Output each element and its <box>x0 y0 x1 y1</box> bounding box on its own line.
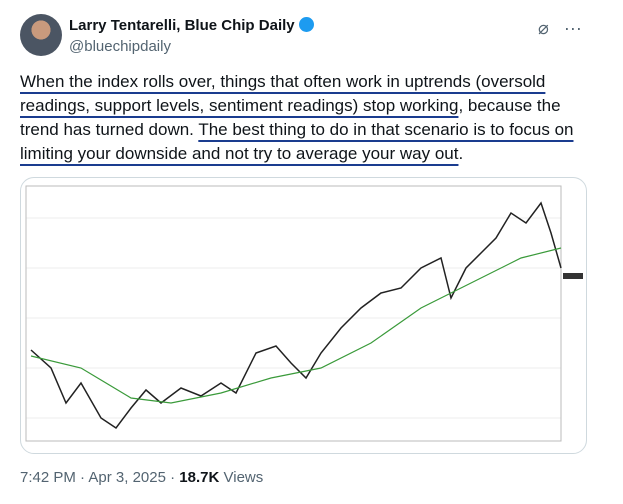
post-meta: 7:42 PM · Apr 3, 2025 · 18.7K Views <box>20 469 264 486</box>
views-label: Views <box>223 469 264 486</box>
post-time[interactable]: 7:42 PM <box>20 469 76 486</box>
post-text: When the index rolls over, things that o… <box>20 70 600 166</box>
underlined-text: When the index rolls over, things that o… <box>20 72 546 115</box>
author-name[interactable]: Larry Tentarelli, Blue Chip Daily <box>69 17 295 34</box>
post-actions: ⌀ ··· <box>538 18 582 39</box>
verified-badge <box>298 17 314 32</box>
more-icon[interactable]: ··· <box>563 18 582 38</box>
author-name-row[interactable]: Larry Tentarelli, Blue Chip Daily <box>69 17 314 34</box>
post-date[interactable]: Apr 3, 2025 <box>88 469 166 486</box>
underlined-text: The best thing to do in that scenario is… <box>20 120 574 163</box>
view-count: 18.7K <box>179 469 220 486</box>
text-segment: , because the trend has turned down. <box>20 96 561 139</box>
chart-image[interactable] <box>20 177 587 454</box>
avatar[interactable] <box>20 14 62 56</box>
author-handle[interactable]: @bluechipdaily <box>69 38 171 55</box>
chart-drawing <box>25 185 583 442</box>
text-segment: . <box>458 144 464 163</box>
grok-icon[interactable]: ⌀ <box>538 18 549 38</box>
